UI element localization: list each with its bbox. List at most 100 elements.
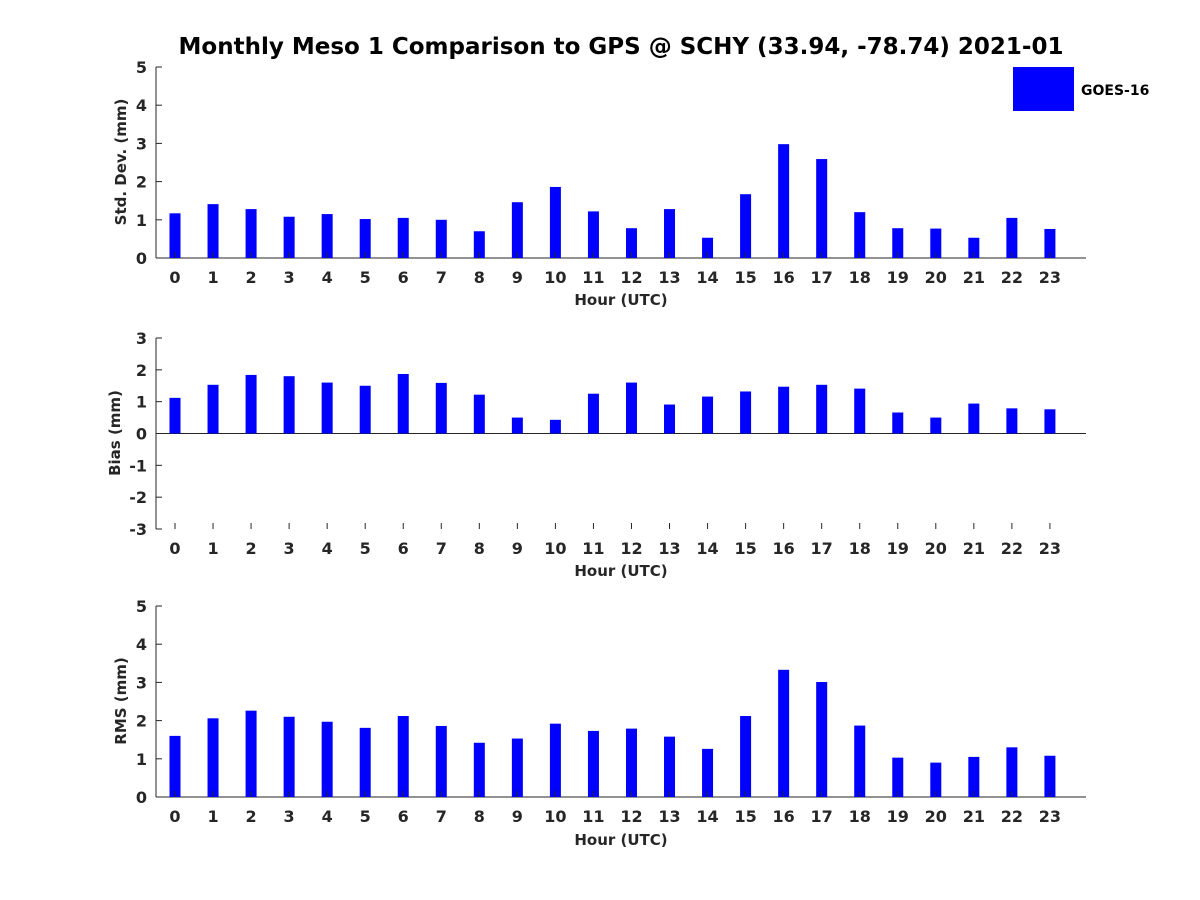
x-tick-label: 13 [658,807,680,826]
x-tick-label: 15 [734,807,756,826]
legend-swatch [1013,67,1074,111]
bar [435,725,447,797]
x-tick-label: 9 [512,268,523,287]
x-tick-label: 2 [246,539,257,558]
x-tick-label: 16 [773,539,795,558]
bar [511,738,523,797]
bar [664,404,676,434]
bar [359,385,371,434]
x-tick-label: 21 [963,268,985,287]
x-tick-label: 18 [849,539,871,558]
x-tick-label: 2 [246,807,257,826]
y-tick-label: 3 [136,329,147,348]
x-tick-label: 12 [620,268,642,287]
bar [321,382,333,434]
y-tick-label: 0 [136,788,147,807]
bar [892,228,904,258]
bar [778,669,790,797]
bar [549,186,561,258]
y-tick-label: 1 [136,750,147,769]
bar [473,742,485,797]
x-tick-label: 8 [474,268,485,287]
x-tick-label: 11 [582,268,604,287]
x-tick-label: 12 [620,807,642,826]
x-tick-label: 16 [773,807,795,826]
x-tick-label: 10 [544,539,566,558]
bar [435,219,447,258]
x-tick-label: 13 [658,539,680,558]
y-tick-label: 4 [136,96,147,115]
bar [169,213,181,258]
bar [1044,409,1056,434]
x-axis-label: Hour (UTC) [574,291,667,309]
bar [359,727,371,797]
bar [892,757,904,797]
x-axis-label: Hour (UTC) [574,831,667,849]
bar [1006,747,1018,797]
x-tick-label: 3 [284,807,295,826]
bar [930,762,942,797]
bar [169,397,181,434]
y-axis-label: Std. Dev. (mm) [112,99,130,226]
y-tick-label: 5 [136,58,147,77]
bar [816,384,828,434]
bar [473,394,485,434]
x-tick-label: 3 [284,268,295,287]
bar [892,412,904,434]
bar [702,748,714,797]
y-tick-label: -2 [129,488,147,507]
bar [435,382,447,434]
bar [321,214,333,258]
x-tick-label: 7 [436,807,447,826]
x-tick-label: 16 [773,268,795,287]
y-tick-label: 2 [136,361,147,380]
x-tick-label: 13 [658,268,680,287]
bar [664,736,676,797]
bar [625,728,637,797]
x-tick-label: 6 [398,268,409,287]
bar [549,419,561,434]
bar [816,682,828,797]
bar [245,710,257,797]
x-tick-label: 2 [246,268,257,287]
bar [587,393,599,434]
x-tick-label: 17 [811,539,833,558]
x-tick-label: 4 [322,807,333,826]
x-tick-label: 10 [544,268,566,287]
x-tick-label: 0 [169,807,180,826]
x-tick-label: 19 [887,268,909,287]
x-tick-label: 17 [811,807,833,826]
y-tick-label: 1 [136,211,147,230]
bar [549,723,561,797]
bar [702,396,714,434]
y-tick-label: -3 [129,520,147,539]
bar [473,231,485,258]
bar [778,386,790,434]
bar [397,716,409,797]
y-axis-label: Bias (mm) [106,390,124,476]
bar [359,219,371,258]
x-tick-label: 23 [1039,807,1061,826]
y-tick-label: 2 [136,712,147,731]
x-tick-label: 9 [512,539,523,558]
y-tick-label: 0 [136,249,147,268]
x-tick-label: 12 [620,539,642,558]
bar [740,391,752,434]
x-tick-label: 8 [474,807,485,826]
bar [245,374,257,434]
x-tick-label: 19 [887,539,909,558]
x-tick-label: 17 [811,268,833,287]
bar [283,216,295,258]
x-tick-label: 20 [925,268,947,287]
x-tick-label: 11 [582,539,604,558]
x-tick-label: 11 [582,807,604,826]
x-tick-label: 18 [849,268,871,287]
bar [207,384,219,434]
x-tick-label: 7 [436,268,447,287]
y-tick-label: 2 [136,173,147,192]
bar [1044,228,1056,258]
bar [245,209,257,258]
x-tick-label: 1 [207,268,218,287]
x-tick-label: 23 [1039,539,1061,558]
bar [511,417,523,434]
